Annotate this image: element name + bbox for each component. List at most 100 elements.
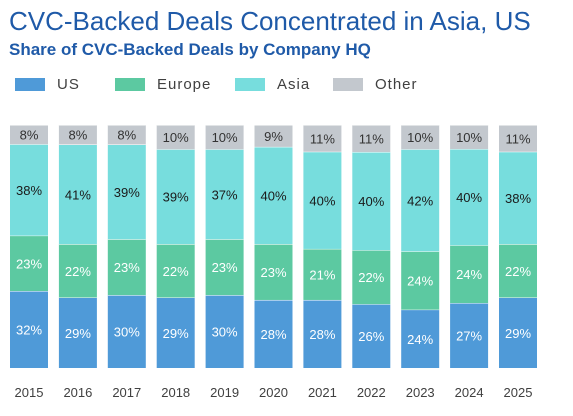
- bar-europe-2017: [107, 239, 146, 296]
- data-label-europe-2019: 23%: [212, 260, 238, 275]
- data-label-us-2016: 29%: [65, 326, 91, 341]
- bar-other-2019: [205, 125, 244, 150]
- bar-us-2018: [156, 297, 195, 368]
- bar-us-2016: [58, 297, 97, 368]
- bar-other-2022: [352, 125, 391, 152]
- bar-us-2017: [107, 295, 146, 368]
- data-label-europe-2024: 24%: [456, 267, 482, 282]
- bar-europe-2018: [156, 244, 195, 298]
- data-label-europe-2020: 23%: [260, 265, 286, 280]
- x-tick-label-2016: 2016: [63, 385, 92, 400]
- legend-swatch-other: [333, 78, 363, 91]
- bar-us-2022: [352, 304, 391, 368]
- data-label-asia-2017: 39%: [114, 185, 140, 200]
- data-label-asia-2018: 39%: [163, 190, 189, 205]
- bar-asia-2025: [499, 151, 537, 245]
- bar-us-2020: [254, 299, 293, 368]
- data-label-europe-2025: 22%: [505, 264, 531, 279]
- x-tick-label-2017: 2017: [112, 385, 141, 400]
- bar-us-2019: [205, 295, 244, 368]
- x-tick-label-2020: 2020: [259, 385, 288, 400]
- data-label-other-2021: 11%: [310, 131, 335, 146]
- bar-us-2015: [10, 291, 48, 368]
- data-label-other-2022: 11%: [359, 132, 384, 147]
- bar-other-2017: [107, 125, 146, 145]
- x-tick-label-2025: 2025: [504, 385, 533, 400]
- data-label-other-2018: 10%: [163, 130, 189, 145]
- data-label-asia-2015: 38%: [16, 183, 42, 198]
- x-tick-label-2019: 2019: [210, 385, 239, 400]
- bar-us-2024: [450, 303, 489, 368]
- x-tick-label-2018: 2018: [161, 385, 190, 400]
- data-label-other-2023: 10%: [407, 130, 433, 145]
- data-label-asia-2024: 40%: [456, 190, 482, 205]
- bar-europe-2021: [303, 248, 342, 300]
- data-label-other-2019: 10%: [212, 130, 238, 145]
- x-tick-label-2022: 2022: [357, 385, 386, 400]
- data-label-other-2024: 10%: [456, 130, 482, 145]
- x-tick-label-2015: 2015: [15, 385, 44, 400]
- data-label-asia-2019: 37%: [212, 187, 238, 202]
- bar-europe-2020: [254, 244, 293, 300]
- legend-label-other: Other: [375, 76, 418, 93]
- bar-other-2020: [254, 125, 293, 147]
- bar-europe-2019: [205, 239, 244, 296]
- data-label-us-2022: 26%: [358, 329, 384, 344]
- data-label-us-2017: 30%: [114, 325, 140, 340]
- bar-other-2016: [58, 125, 97, 145]
- bar-us-2023: [401, 309, 440, 368]
- data-label-us-2020: 28%: [260, 327, 286, 342]
- data-label-us-2018: 29%: [163, 326, 189, 341]
- bar-other-2023: [401, 125, 440, 150]
- x-tick-label-2021: 2021: [308, 385, 337, 400]
- data-label-asia-2021: 40%: [309, 193, 335, 208]
- data-label-europe-2017: 23%: [114, 260, 140, 275]
- bar-europe-2016: [58, 244, 97, 298]
- bar-asia-2023: [401, 149, 440, 252]
- bar-asia-2019: [205, 149, 244, 240]
- bar-other-2018: [156, 125, 195, 150]
- data-label-asia-2020: 40%: [260, 188, 286, 203]
- data-label-us-2023: 24%: [407, 332, 433, 347]
- bar-asia-2015: [10, 144, 48, 236]
- data-label-europe-2016: 22%: [65, 264, 91, 279]
- bar-other-2024: [450, 125, 489, 150]
- bar-asia-2018: [156, 149, 195, 245]
- bar-europe-2015: [10, 235, 48, 292]
- data-label-other-2016: 8%: [69, 128, 88, 143]
- legend-swatch-us: [15, 78, 45, 91]
- data-label-asia-2025: 38%: [505, 191, 531, 206]
- legend-swatch-europe: [115, 78, 145, 91]
- data-label-europe-2021: 21%: [309, 267, 335, 282]
- bar-other-2015: [10, 125, 48, 145]
- bar-europe-2024: [450, 245, 489, 304]
- data-label-us-2019: 30%: [212, 325, 238, 340]
- bar-asia-2017: [107, 144, 146, 240]
- bar-asia-2020: [254, 146, 293, 245]
- data-label-us-2025: 29%: [505, 326, 531, 341]
- data-label-us-2024: 27%: [456, 329, 482, 344]
- data-label-other-2015: 8%: [20, 128, 39, 143]
- x-tick-label-2023: 2023: [406, 385, 435, 400]
- data-label-asia-2016: 41%: [65, 187, 91, 202]
- bar-other-2025: [499, 125, 537, 152]
- data-label-europe-2022: 22%: [358, 270, 384, 285]
- data-label-other-2017: 8%: [117, 128, 136, 143]
- data-label-europe-2015: 23%: [16, 256, 42, 271]
- x-tick-label-2024: 2024: [455, 385, 484, 400]
- data-label-asia-2022: 40%: [358, 194, 384, 209]
- data-label-other-2020: 9%: [264, 129, 283, 144]
- legend-label-us: US: [57, 76, 80, 93]
- bar-other-2021: [303, 125, 342, 152]
- data-label-europe-2018: 22%: [163, 264, 189, 279]
- data-label-asia-2023: 42%: [407, 193, 433, 208]
- data-label-europe-2023: 24%: [407, 274, 433, 289]
- bar-asia-2016: [58, 144, 97, 245]
- bar-europe-2022: [352, 250, 391, 305]
- legend-label-asia: Asia: [277, 76, 311, 93]
- data-label-us-2021: 28%: [309, 327, 335, 342]
- chart-subtitle: Share of CVC-Backed Deals by Company HQ: [9, 40, 371, 59]
- legend-label-europe: Europe: [157, 76, 212, 93]
- bar-us-2021: [303, 299, 342, 368]
